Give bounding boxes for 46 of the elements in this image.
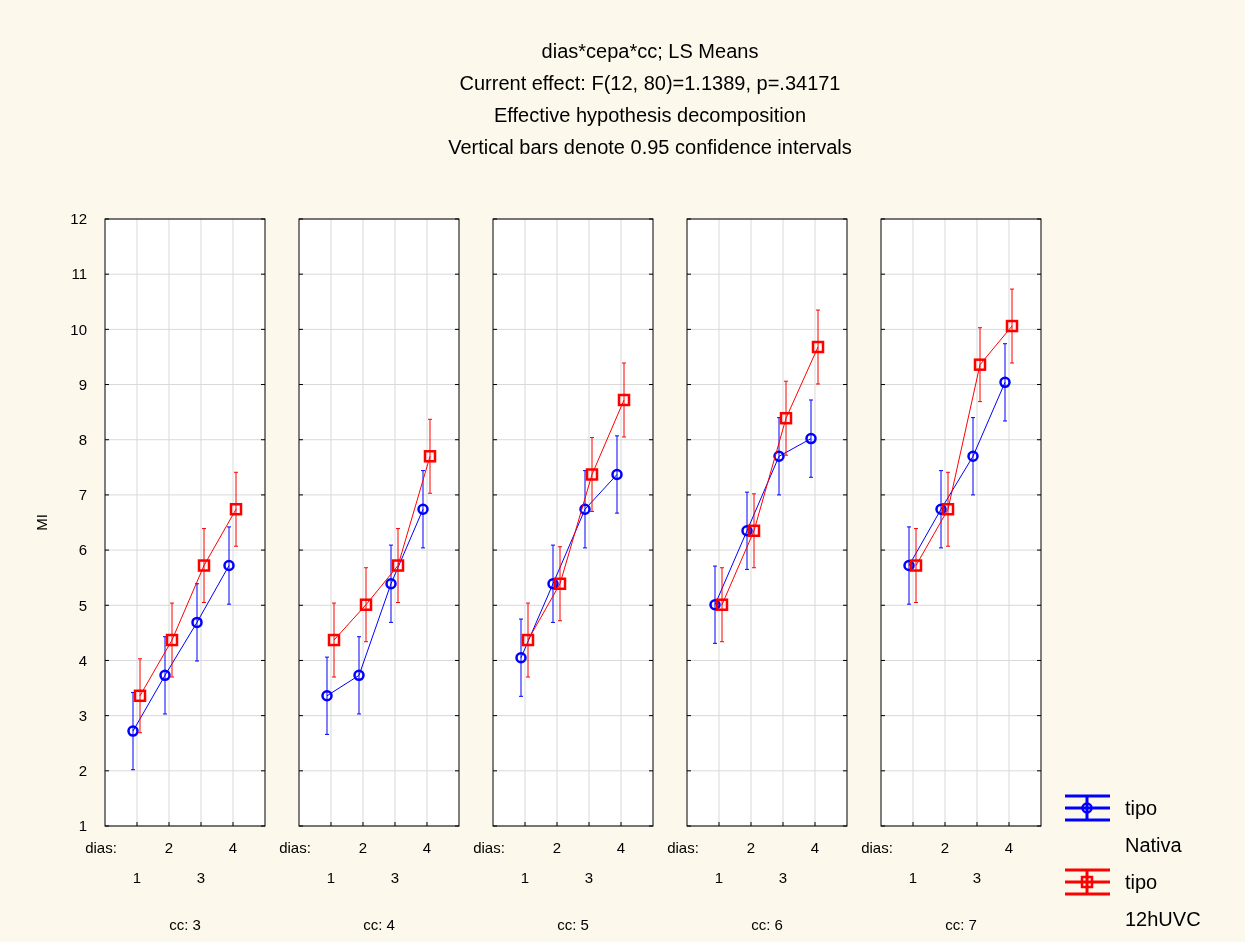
text: cc: 5 — [557, 916, 589, 933]
y-tick-label: 8 — [78, 430, 87, 448]
y-tick-label: 7 — [78, 486, 87, 504]
x-axis-title: dias: — [279, 839, 311, 856]
x-tick-label: 2 — [164, 839, 174, 856]
y-tick-label: 10 — [70, 320, 87, 338]
x-tick-label: 3 — [972, 869, 982, 886]
x-tick-label: 3 — [778, 869, 788, 886]
x-axis-title: dias: — [473, 839, 505, 856]
x-tick-label: 4 — [422, 839, 432, 856]
x-tick-label: 4 — [616, 839, 626, 856]
x-tick-label: 3 — [390, 869, 400, 886]
y-tick-label: 5 — [78, 596, 87, 614]
legend-label: tipo 12hUVC — [1125, 871, 1201, 930]
x-tick-label: 1 — [132, 869, 142, 886]
x-tick-label: 4 — [1004, 839, 1014, 856]
x-tick-label: 2 — [358, 839, 368, 856]
y-tick-label: 3 — [78, 706, 87, 724]
text: cc: 3 — [169, 916, 201, 933]
x-tick-label: 4 — [228, 839, 238, 856]
text: Current effect: F(12, 80)=1.1389, p=.34171 Effective hypothesis decomposition Vertical bars denote 0.95 confidence intervals — [448, 72, 852, 158]
x-tick-label: 2 — [940, 839, 950, 856]
y-tick-label: 1 — [78, 817, 87, 835]
y-axis-title: MI — [33, 514, 50, 531]
text: cc: 7 — [945, 916, 977, 933]
y-tick-label: 2 — [78, 762, 87, 780]
y-tick-label: 11 — [71, 265, 87, 283]
text: cc: 4 — [363, 916, 395, 933]
y-tick-label: 4 — [78, 651, 87, 669]
x-tick-label: 2 — [746, 839, 756, 856]
y-tick-label: 6 — [78, 541, 87, 559]
x-tick-label: 4 — [810, 839, 820, 856]
x-tick-label: 2 — [552, 839, 562, 856]
x-tick-label: 1 — [520, 869, 530, 886]
text: cc: 6 — [751, 916, 783, 933]
x-axis-title: dias: — [667, 839, 699, 856]
x-axis-title: dias: — [85, 839, 117, 856]
x-tick-label: 1 — [714, 869, 724, 886]
x-tick-label: 3 — [584, 869, 594, 886]
x-tick-label: 1 — [326, 869, 336, 886]
x-axis-title: dias: — [861, 839, 893, 856]
y-tick-label: 9 — [78, 375, 87, 393]
y-tick-label: 12 — [70, 210, 87, 228]
x-tick-label: 3 — [196, 869, 206, 886]
x-tick-label: 1 — [908, 869, 918, 886]
text: dias*cepa*cc; LS Means — [541, 40, 759, 62]
